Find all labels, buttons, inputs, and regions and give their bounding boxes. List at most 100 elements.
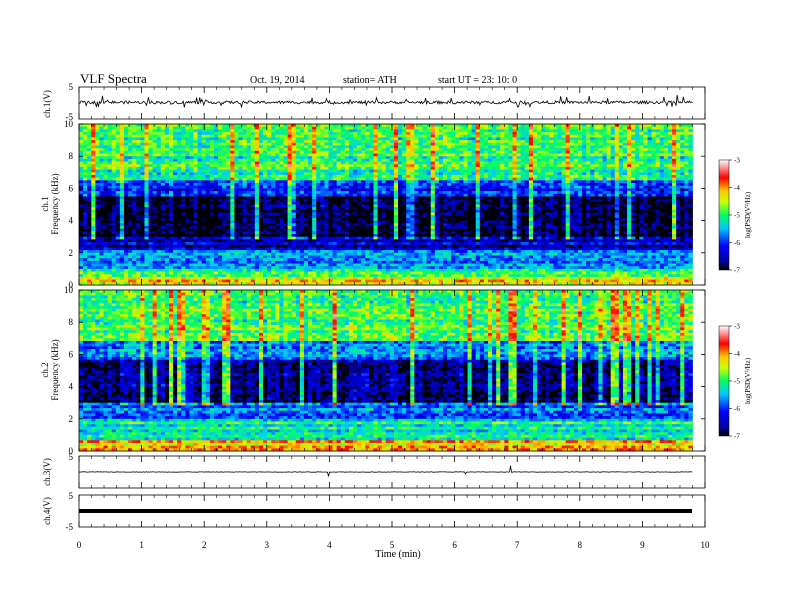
spectrogram-cell xyxy=(680,129,684,132)
spectrogram-cell xyxy=(247,143,251,146)
spectrogram-cell xyxy=(275,137,279,140)
spectrogram-cell xyxy=(157,124,161,127)
spectrogram-cell xyxy=(582,156,586,159)
spectrogram-cell xyxy=(418,129,422,132)
spectrogram-cell xyxy=(394,132,398,135)
spectrogram-cell xyxy=(255,145,259,148)
spectrogram-cell xyxy=(91,137,95,140)
spectrogram-cell xyxy=(513,148,517,151)
spectrogram-cell xyxy=(431,137,435,140)
spectrogram-cell xyxy=(688,137,692,140)
spectrogram-cell xyxy=(517,154,521,157)
spectrogram-cell xyxy=(320,154,324,157)
spectrogram-cell xyxy=(341,132,345,135)
spectrogram-cell xyxy=(549,124,553,127)
spectrogram-cell xyxy=(480,124,484,127)
spectrogram-cell xyxy=(615,145,619,148)
spectrogram-cell xyxy=(459,135,463,138)
spectrogram-cell xyxy=(206,129,210,132)
spectrogram-cell xyxy=(328,140,332,143)
spectrogram-cell xyxy=(99,148,103,151)
spectrogram-cell xyxy=(635,145,639,148)
spectrogram-cell xyxy=(271,156,275,159)
spectrogram-cell xyxy=(324,151,328,154)
spectrogram-cell xyxy=(177,140,181,143)
spectrogram-cell xyxy=(267,129,271,132)
spectrogram-cell xyxy=(181,140,185,143)
spectrogram-cell xyxy=(99,140,103,143)
spectrogram-cell xyxy=(480,154,484,157)
spectrogram-cell xyxy=(365,124,369,127)
spectrogram-cell xyxy=(672,148,676,151)
spectrogram-cell xyxy=(537,127,541,130)
spectrogram-cell xyxy=(639,140,643,143)
spectrogram-cell xyxy=(611,124,615,127)
spectrogram-cell xyxy=(169,148,173,151)
spectrogram-cell xyxy=(128,127,132,130)
spectrogram-cell xyxy=(398,154,402,157)
spectrogram-cell xyxy=(161,135,165,138)
spectrogram-cell xyxy=(562,151,566,154)
spectrogram-cell xyxy=(300,127,304,130)
spectrogram-cell xyxy=(341,127,345,130)
spectrogram-cell xyxy=(161,148,165,151)
spectrogram-cell xyxy=(87,129,91,132)
spectrogram-cell xyxy=(676,151,680,154)
spectrogram-cell xyxy=(149,132,153,135)
spectrogram-cell xyxy=(390,156,394,159)
spectrogram-cell xyxy=(333,156,337,159)
spectrogram-cell xyxy=(99,156,103,159)
spectrogram-cell xyxy=(328,137,332,140)
spectrogram-cell xyxy=(259,127,263,130)
spectrogram-cell xyxy=(443,140,447,143)
spectrogram-cell xyxy=(431,151,435,154)
spectrogram-cell xyxy=(87,151,91,154)
spectrogram-cell xyxy=(365,137,369,140)
spectrogram-cell xyxy=(664,151,668,154)
spectrogram-cell xyxy=(173,127,177,130)
spectrogram-cell xyxy=(312,132,316,135)
spectrogram-cell xyxy=(443,124,447,127)
spectrogram-cell xyxy=(153,159,157,162)
spectrogram-cell xyxy=(300,143,304,146)
spectrogram-cell xyxy=(451,151,455,154)
spectrogram-cell xyxy=(455,127,459,130)
spectrogram-cell xyxy=(279,140,283,143)
spectrogram-cell xyxy=(230,129,234,132)
spectrogram-cell xyxy=(672,140,676,143)
spectrogram-cell xyxy=(120,145,124,148)
spectrogram-cell xyxy=(652,124,656,127)
spectrogram-cell xyxy=(627,135,631,138)
spectrogram-cell xyxy=(484,132,488,135)
spectrogram-cell xyxy=(431,135,435,138)
spectrogram-cell xyxy=(292,154,296,157)
spectrogram-cell xyxy=(243,145,247,148)
spectrogram-cell xyxy=(95,129,99,132)
spectrogram-cell xyxy=(267,148,271,151)
spectrogram-cell xyxy=(214,137,218,140)
spectrogram-cell xyxy=(553,132,557,135)
spectrogram-cell xyxy=(320,124,324,127)
spectrogram-cell xyxy=(173,145,177,148)
spectrogram-cell xyxy=(214,148,218,151)
spectrogram-cell xyxy=(279,154,283,157)
spectrogram-cell xyxy=(549,148,553,151)
spectrogram-cell xyxy=(545,143,549,146)
spectrogram-cell xyxy=(623,124,627,127)
spectrogram-cell xyxy=(218,132,222,135)
spectrogram-cell xyxy=(455,145,459,148)
spectrogram-cell xyxy=(361,129,365,132)
spectrogram-cell xyxy=(631,145,635,148)
spectrogram-cell xyxy=(513,132,517,135)
spectrogram-cell xyxy=(488,140,492,143)
spectrogram-cell xyxy=(468,140,472,143)
spectrogram-cell xyxy=(345,127,349,130)
spectrogram-cell xyxy=(668,140,672,143)
spectrogram-cell xyxy=(149,129,153,132)
spectrogram-cell xyxy=(594,135,598,138)
spectrogram-cell xyxy=(210,135,214,138)
spectrogram-cell xyxy=(136,124,140,127)
spectrogram-cell xyxy=(288,124,292,127)
spectrogram-cell xyxy=(566,148,570,151)
spectrogram-cell xyxy=(333,151,337,154)
